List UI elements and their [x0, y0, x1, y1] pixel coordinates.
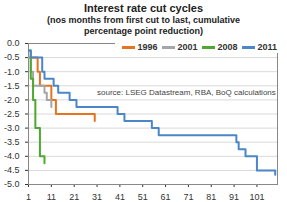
svg-text:source: LSEG Datastream, RBA,: source: LSEG Datastream, RBA, BoQ calcul… [97, 88, 276, 97]
svg-text:-1.0: -1.0 [4, 67, 20, 77]
svg-text:11: 11 [47, 192, 56, 202]
svg-text:1: 1 [26, 192, 31, 202]
svg-text:-0.5: -0.5 [4, 52, 20, 62]
svg-text:-3.5: -3.5 [4, 137, 20, 147]
svg-text:91: 91 [229, 192, 239, 202]
svg-text:-3.0: -3.0 [4, 123, 20, 133]
svg-text:71: 71 [183, 192, 193, 202]
svg-text:-1.5: -1.5 [4, 81, 20, 91]
svg-text:51: 51 [138, 192, 148, 202]
svg-text:0.0: 0.0 [7, 38, 20, 48]
html-text:2008: 2008 [217, 42, 238, 52]
svg-text:61: 61 [161, 192, 171, 202]
svg-text:-5.0: -5.0 [4, 179, 20, 189]
svg-text:-4.0: -4.0 [4, 151, 20, 161]
html-text:2001: 2001 [177, 42, 198, 52]
svg-text:-2.0: -2.0 [4, 95, 20, 105]
html-text:Interest rate cut cycles: Interest rate cut cycles [83, 2, 204, 14]
svg-text:41: 41 [115, 192, 125, 202]
html-text:(nos months from first cut to: (nos months from first cut to last, cumu… [47, 15, 240, 36]
svg-text:101: 101 [249, 192, 264, 202]
svg-text:21: 21 [69, 192, 79, 202]
html-text:1996: 1996 [137, 42, 158, 52]
svg-text:81: 81 [206, 192, 216, 202]
svg-text:-2.5: -2.5 [4, 109, 20, 119]
svg-text:31: 31 [92, 192, 102, 202]
svg-text:-4.5: -4.5 [4, 165, 20, 175]
html-text:2011: 2011 [257, 42, 277, 52]
